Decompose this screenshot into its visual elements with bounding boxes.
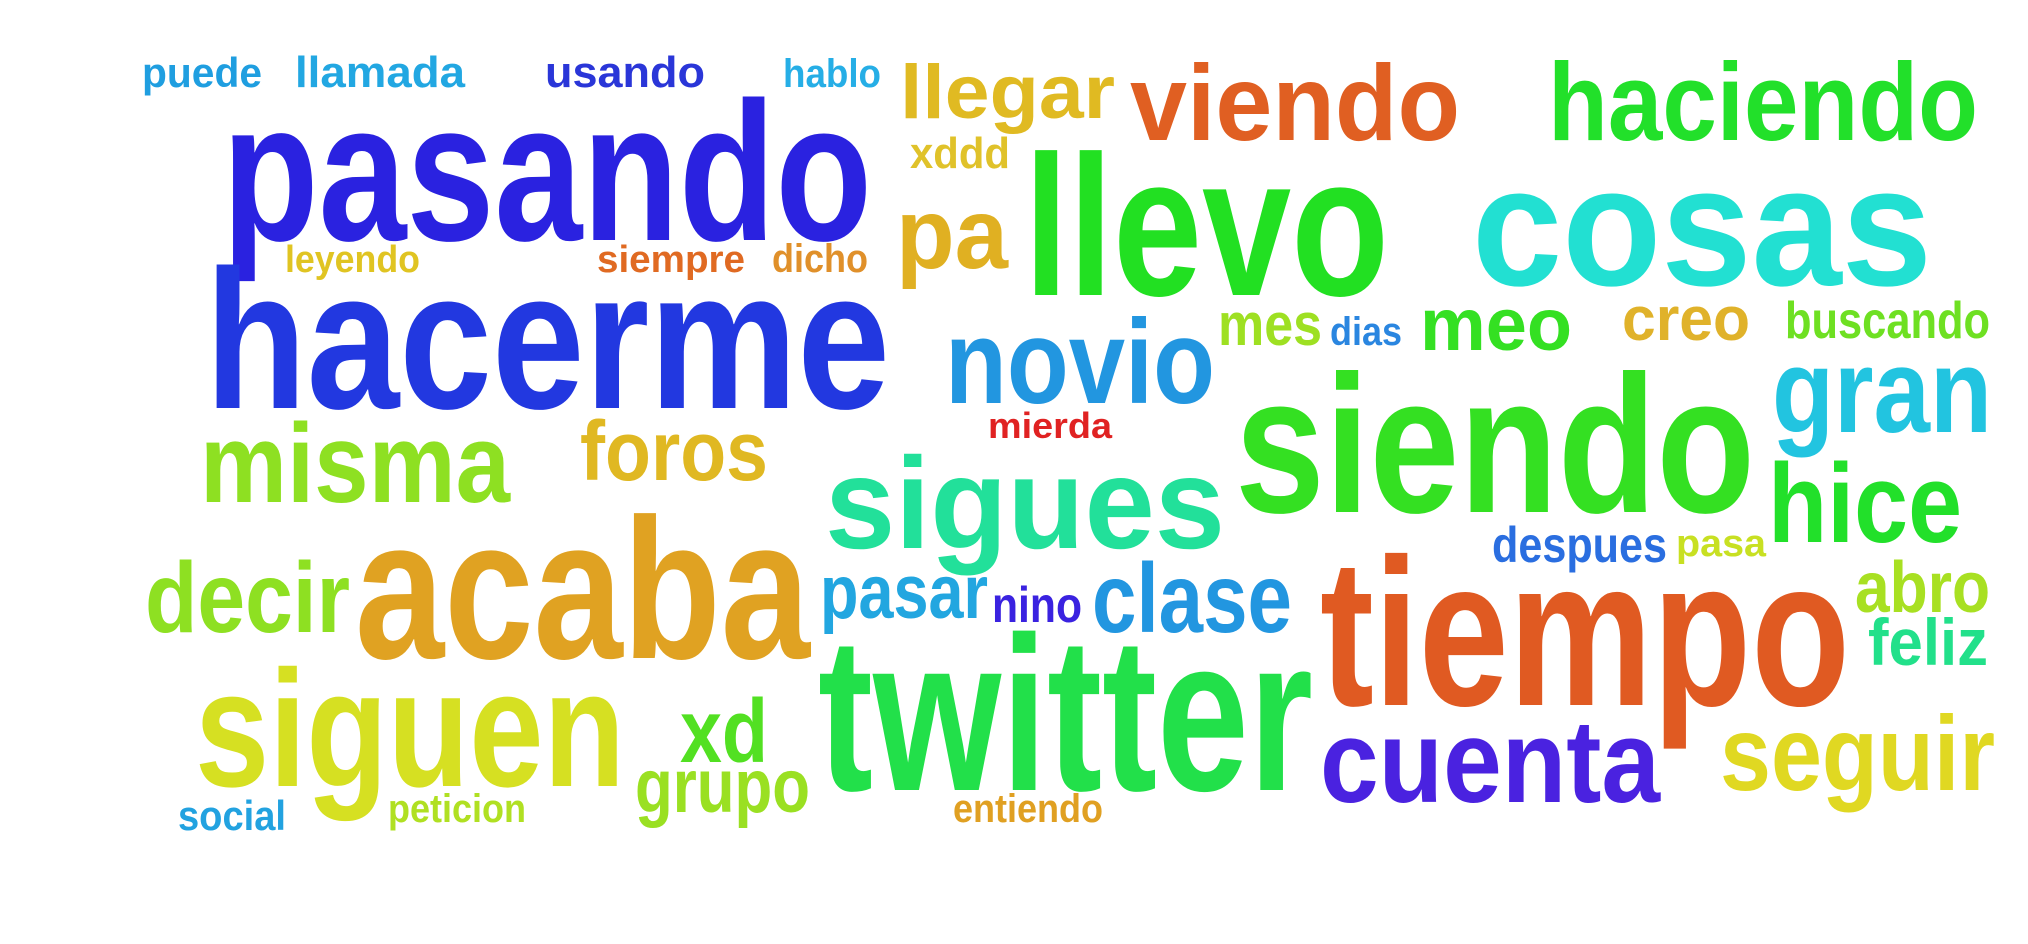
word-usando: usando (545, 48, 705, 97)
word-cosas: cosas (1472, 132, 1932, 322)
word-dias: dias (1330, 310, 1402, 354)
word-novio: novio (945, 295, 1215, 429)
word-tiempo: tiempo (1320, 515, 1850, 750)
word-decir: decir (145, 542, 350, 654)
word-siempre: siempre (597, 239, 745, 281)
word-hablo: hablo (783, 52, 881, 96)
word-entiendo: entiendo (953, 787, 1103, 831)
word-dicho: dicho (772, 237, 868, 281)
word-siguen: siguen (195, 637, 625, 822)
word-meo: meo (1420, 283, 1572, 366)
word-clase: clase (1092, 543, 1292, 653)
word-social: social (178, 792, 286, 839)
word-sigues: sigues (825, 430, 1225, 576)
word-llevo: llevo (1024, 115, 1389, 338)
word-creo: creo (1622, 285, 1750, 354)
word-siendo: siendo (1235, 335, 1755, 554)
word-nino: nino (992, 577, 1082, 633)
word-pasar: pasar (820, 550, 988, 635)
word-mes: mes (1218, 291, 1322, 358)
word-peticion: peticion (388, 787, 526, 831)
word-pa: pa (896, 178, 1009, 290)
word-viendo: viendo (1130, 42, 1460, 163)
word-llegar: llegar (900, 50, 1115, 135)
word-buscando: buscando (1785, 292, 1990, 350)
word-llamada: llamada (295, 48, 466, 97)
word-foros: foros (580, 404, 768, 498)
word-despues: despues (1492, 517, 1667, 573)
word-xddd: xddd (910, 129, 1010, 178)
word-gran: gran (1772, 324, 1992, 458)
word-pasando: pasando (222, 61, 872, 282)
word-seguir: seguir (1720, 695, 1995, 813)
word-pasa: pasa (1676, 523, 1767, 565)
word-mierda: mierda (988, 405, 1113, 446)
word-cuenta: cuenta (1320, 696, 1661, 828)
word-abro: abro (1855, 548, 1990, 628)
word-hice: hice (1768, 441, 1962, 566)
word-xd: xd (680, 682, 768, 782)
word-grupo: grupo (635, 744, 810, 829)
word-acaba: acaba (355, 478, 811, 701)
word-leyendo: leyendo (285, 239, 420, 281)
word-haciendo: haciendo (1548, 41, 1978, 164)
word-puede: puede (142, 49, 262, 96)
word-feliz: feliz (1868, 605, 1988, 679)
word-hacerme: hacerme (205, 229, 890, 450)
word-cloud-words: puede llamada usando hablo llegar viendo hacie… (142, 41, 1995, 839)
word-misma: misma (200, 401, 511, 526)
word-twitter: twitter (818, 591, 1313, 837)
